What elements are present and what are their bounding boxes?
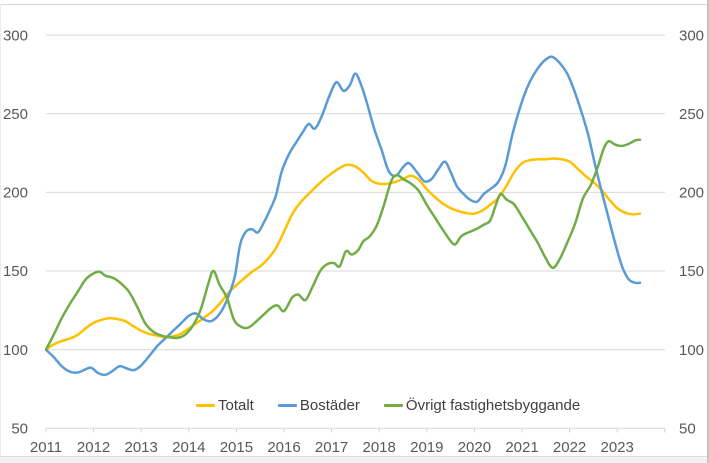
y-axis-label-left: 50 bbox=[11, 421, 28, 438]
y-axis-label-right: 250 bbox=[679, 106, 704, 123]
x-axis-label: 2019 bbox=[410, 439, 443, 456]
y-axis-label-right: 100 bbox=[679, 342, 704, 359]
legend-line-swatch-ovrigt bbox=[383, 403, 403, 407]
legend-label-bostader: Bostäder bbox=[299, 396, 360, 414]
chart-legend: Totalt Bostäder Övrigt fastighetsbyggand… bbox=[196, 396, 580, 414]
series-line-totalt bbox=[44, 157, 642, 351]
legend-item-bostader: Bostäder bbox=[277, 396, 360, 414]
legend-label-ovrigt: Övrigt fastighetsbyggande bbox=[405, 396, 581, 414]
x-axis-label: 2023 bbox=[601, 439, 634, 456]
series-line--vrigt-fastighetsbyggande bbox=[44, 138, 642, 351]
series-line-bost-der bbox=[44, 55, 642, 377]
x-axis-label: 2013 bbox=[125, 439, 158, 456]
legend-item-totalt: Totalt bbox=[196, 397, 254, 414]
x-axis-label: 2021 bbox=[505, 439, 538, 456]
chart-frame-top-border bbox=[0, 4, 707, 5]
y-axis-label-right: 200 bbox=[679, 185, 704, 202]
legend-line-swatch-bostader bbox=[277, 403, 297, 407]
x-axis-label: 2018 bbox=[363, 439, 396, 456]
y-axis-label-right: 50 bbox=[679, 421, 696, 438]
x-axis-label: 2015 bbox=[220, 439, 253, 456]
x-axis-label: 2020 bbox=[458, 439, 491, 456]
y-axis-label-left: 150 bbox=[3, 263, 28, 280]
y-axis-label-left: 200 bbox=[3, 185, 28, 202]
x-axis-label: 2017 bbox=[315, 439, 348, 456]
x-axis-label: 2016 bbox=[267, 439, 300, 456]
y-axis-label-left: 250 bbox=[3, 106, 28, 123]
chart-frame-bottom-border bbox=[0, 456, 707, 463]
x-axis-label: 2014 bbox=[172, 439, 205, 456]
legend-label-totalt: Totalt bbox=[218, 396, 254, 414]
y-axis-label-right: 300 bbox=[679, 27, 704, 44]
legend-item-ovrigt: Övrigt fastighetsbyggande bbox=[383, 396, 581, 414]
x-axis-label: 2012 bbox=[77, 439, 110, 456]
chart-frame-right-border bbox=[707, 0, 709, 463]
legend-line-swatch-totalt bbox=[196, 403, 215, 407]
chart-frame-left-border bbox=[0, 4, 1, 457]
x-axis-label: 2022 bbox=[553, 439, 586, 456]
y-axis-label-left: 300 bbox=[3, 27, 28, 44]
y-axis-label-left: 100 bbox=[3, 342, 28, 359]
x-axis-label: 2011 bbox=[30, 439, 62, 456]
y-axis-label-right: 150 bbox=[679, 263, 704, 280]
